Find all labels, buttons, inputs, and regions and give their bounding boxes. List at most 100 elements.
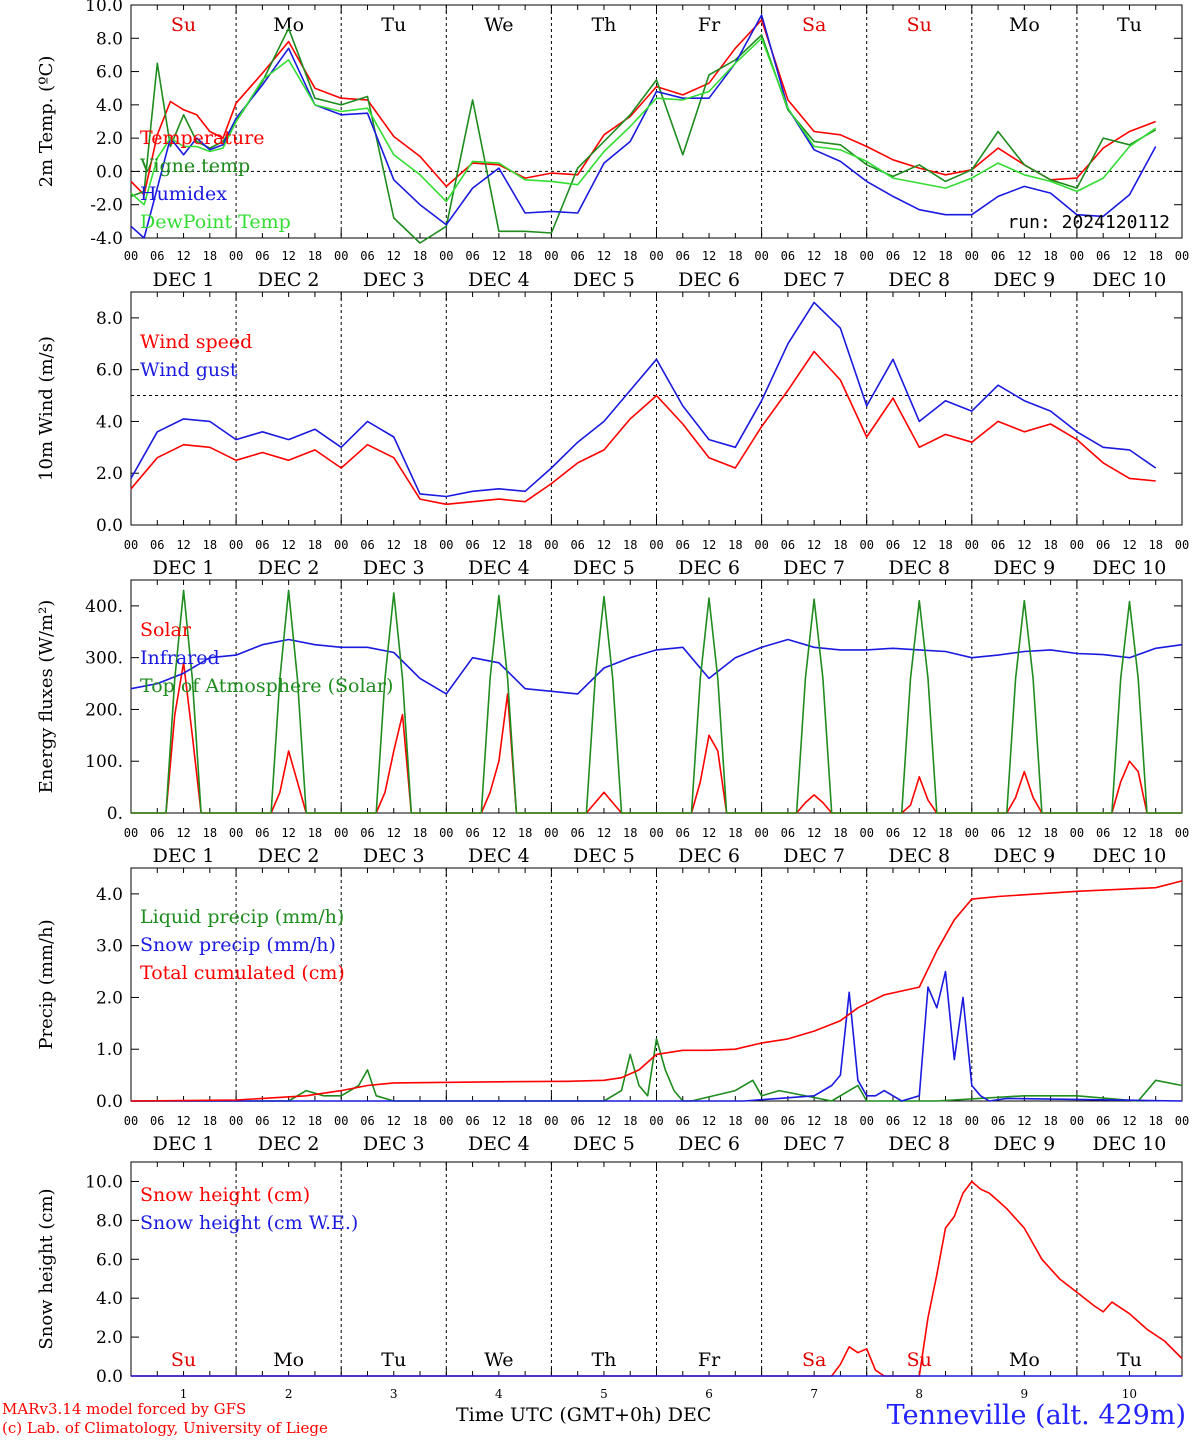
y-tick-label: 4.0	[96, 1289, 123, 1309]
day-label: DEC 8	[888, 557, 950, 579]
hour-tick-label: 18	[308, 538, 322, 552]
day-label: DEC 7	[783, 845, 845, 867]
day-number-label: 4	[495, 1387, 503, 1401]
hour-tick-label: 12	[807, 1114, 821, 1128]
hour-tick-label: 18	[938, 1114, 952, 1128]
legend-label: Wind speed	[140, 331, 252, 353]
hour-tick-label: 00	[859, 249, 873, 263]
hour-tick-label: 00	[1070, 1114, 1084, 1128]
hour-tick-label: 00	[544, 826, 558, 840]
hour-tick-label: 12	[807, 249, 821, 263]
hour-tick-label: 12	[176, 1114, 190, 1128]
hour-tick-label: 00	[1175, 538, 1189, 552]
hour-tick-label: 06	[676, 1114, 690, 1128]
day-number-label: 1	[180, 1387, 188, 1401]
series-line-liquid-precip-mm-h-	[131, 1038, 1183, 1102]
hour-tick-label: 06	[676, 826, 690, 840]
y-tick-label: 6.0	[96, 63, 123, 83]
hour-tick-label: 06	[1096, 1114, 1110, 1128]
legend-label: DewPoint Temp	[140, 211, 291, 233]
y-tick-label: 0.0	[96, 516, 123, 536]
weekday-label: Mo	[273, 1349, 304, 1371]
hour-tick-label: 18	[308, 826, 322, 840]
weekday-label: Tu	[1117, 14, 1142, 36]
y-tick-label: 10.0	[85, 1172, 123, 1192]
hour-tick-label: 00	[544, 1114, 558, 1128]
hour-tick-label: 18	[1148, 538, 1162, 552]
weekday-label: Mo	[1009, 14, 1040, 36]
hour-tick-label: 00	[1175, 1114, 1189, 1128]
day-label: DEC 9	[993, 1133, 1055, 1155]
hour-tick-label: 12	[281, 826, 295, 840]
hour-tick-label: 06	[1096, 826, 1110, 840]
day-label: DEC 8	[888, 845, 950, 867]
hour-tick-label: 12	[807, 538, 821, 552]
hour-tick-label: 12	[597, 538, 611, 552]
hour-tick-label: 06	[150, 538, 164, 552]
hour-tick-label: 00	[649, 826, 663, 840]
hour-tick-label: 00	[439, 826, 453, 840]
day-label: DEC 10	[1093, 557, 1167, 579]
day-label: DEC 6	[678, 1133, 740, 1155]
series-line-total-cumulated-cm-	[130, 880, 1183, 1102]
series-line-wind-speed	[130, 350, 1156, 506]
hour-tick-label: 12	[281, 249, 295, 263]
y-tick-label: -2.0	[90, 196, 123, 216]
day-label: DEC 7	[783, 1133, 845, 1155]
series-line-humidex	[130, 14, 1157, 239]
hour-tick-label: 06	[991, 1114, 1005, 1128]
day-number-label: 6	[705, 1387, 713, 1401]
day-label: DEC 3	[363, 269, 425, 291]
weekday-label: Mo	[273, 14, 304, 36]
hour-tick-label: 06	[570, 538, 584, 552]
hour-tick-label: 00	[649, 538, 663, 552]
hour-tick-label: 00	[754, 826, 768, 840]
hour-tick-label: 12	[387, 249, 401, 263]
hour-tick-label: 06	[1096, 249, 1110, 263]
hour-tick-label: 18	[833, 249, 847, 263]
y-tick-label: 6.0	[96, 361, 123, 381]
day-number-label: 3	[390, 1387, 398, 1401]
y-tick-label: 100.	[85, 752, 123, 772]
day-label: DEC 4	[468, 269, 530, 291]
hour-tick-label: 12	[912, 249, 926, 263]
hour-tick-label: 18	[518, 826, 532, 840]
hour-tick-label: 06	[255, 826, 269, 840]
hour-tick-label: 00	[229, 249, 243, 263]
y-axis-label: 10m Wind (m/s)	[36, 336, 57, 481]
hour-tick-label: 06	[360, 1114, 374, 1128]
hour-tick-label: 00	[334, 826, 348, 840]
hour-tick-label: 00	[124, 249, 138, 263]
day-label: DEC 3	[363, 557, 425, 579]
hour-tick-label: 06	[1096, 538, 1110, 552]
hour-tick-label: 06	[676, 249, 690, 263]
day-label: DEC 5	[573, 845, 635, 867]
hour-tick-label: 18	[413, 249, 427, 263]
day-label: DEC 2	[258, 845, 320, 867]
hour-tick-label: 00	[544, 249, 558, 263]
hour-tick-label: 06	[150, 249, 164, 263]
hour-tick-label: 12	[912, 1114, 926, 1128]
series-line-vigne-temp	[130, 27, 1157, 244]
hour-tick-label: 00	[965, 1114, 979, 1128]
hour-tick-label: 06	[781, 249, 795, 263]
hour-tick-label: 06	[991, 538, 1005, 552]
legend-label: Humidex	[140, 183, 227, 205]
y-tick-label: 0.	[107, 804, 123, 824]
hour-tick-label: 18	[938, 249, 952, 263]
legend-label: Solar	[140, 619, 192, 641]
hour-tick-label: 12	[1017, 538, 1031, 552]
hour-tick-label: 18	[203, 1114, 217, 1128]
y-tick-label: 2.0	[96, 464, 123, 484]
legend-label: Infrared	[140, 647, 220, 669]
hour-tick-label: 06	[781, 826, 795, 840]
hour-tick-label: 00	[859, 826, 873, 840]
hour-tick-label: 12	[912, 826, 926, 840]
hour-tick-label: 12	[387, 1114, 401, 1128]
y-axis-label: 2m Temp. (ºC)	[36, 56, 57, 188]
legend-label: Liquid precip (mm/h)	[140, 906, 344, 928]
weekday-label: Tu	[1117, 1349, 1142, 1371]
y-tick-label: -4.0	[90, 229, 123, 249]
hour-tick-label: 00	[965, 826, 979, 840]
hour-tick-label: 00	[649, 1114, 663, 1128]
